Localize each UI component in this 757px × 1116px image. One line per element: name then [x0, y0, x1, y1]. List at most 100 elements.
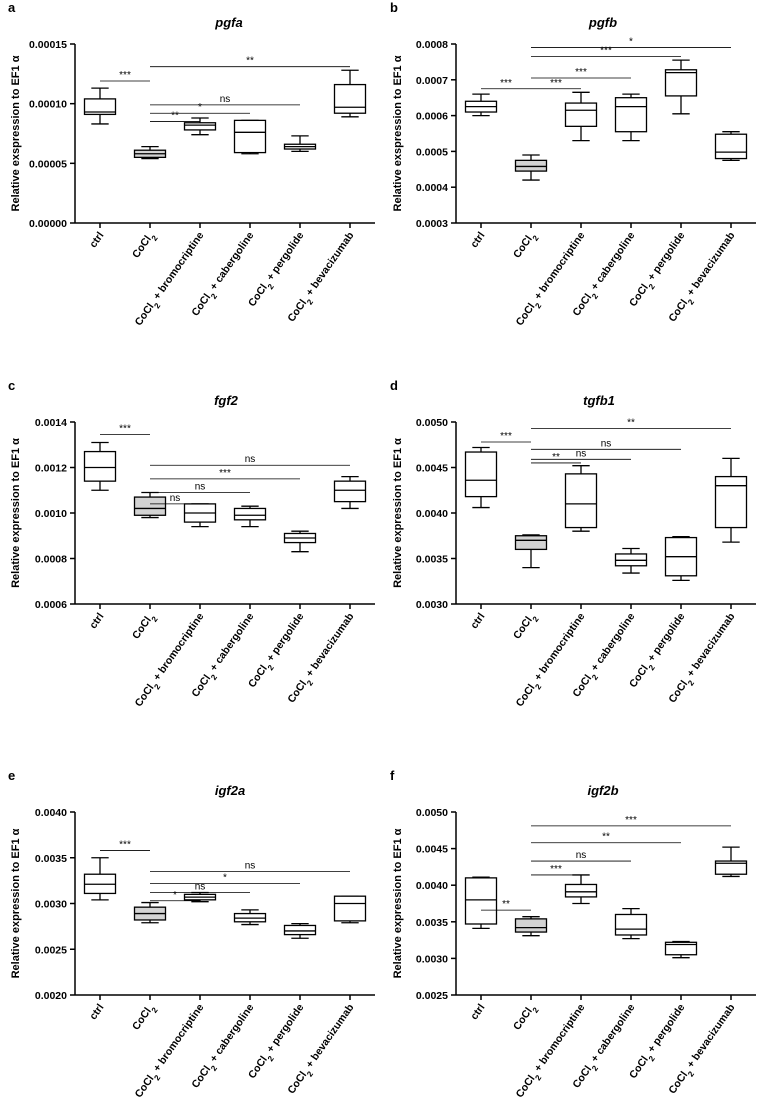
panel-letter: e — [8, 768, 15, 783]
significance-label: *** — [500, 78, 512, 89]
y-tick-label: 0.0040 — [35, 807, 67, 819]
y-tick-label: 0.00000 — [29, 218, 67, 230]
chart-title: pgfb — [588, 15, 617, 30]
box-1 — [133, 145, 167, 160]
box-iqr — [664, 69, 698, 97]
significance-bar: *** — [100, 70, 150, 82]
box-0 — [464, 876, 498, 930]
significance-bar: ns — [150, 882, 250, 893]
x-tick-label: ctrl — [468, 611, 487, 631]
significance-label: ns — [195, 482, 206, 493]
box-iqr — [464, 877, 498, 925]
chart-title: igf2b — [587, 783, 618, 798]
y-tick-label: 0.0040 — [416, 508, 448, 520]
panel-letter: b — [390, 0, 398, 15]
significance-label: * — [223, 872, 227, 883]
y-tick-label: 0.0030 — [416, 953, 448, 965]
significance-label: ns — [220, 94, 231, 105]
y-axis-label: Relative expression to EF1 α — [10, 438, 22, 588]
box-2 — [564, 91, 598, 142]
chart-title: igf2a — [215, 783, 245, 798]
box-iqr — [564, 102, 598, 127]
significance-label: * — [198, 102, 202, 113]
y-tick-label: 0.0014 — [35, 417, 67, 429]
significance-label: *** — [600, 46, 612, 57]
box-1 — [514, 154, 548, 181]
significance-label: ns — [576, 448, 587, 459]
box-4 — [283, 922, 317, 939]
panel-a: a pgfa Relative exspression to EF1 α 0.0000… — [8, 0, 375, 328]
significance-bar: ** — [531, 832, 681, 844]
box-iqr — [233, 119, 267, 154]
panel-d: d tgfb1 Relative expression to EF1 α 0.0030… — [390, 378, 756, 709]
significance-bar: * — [150, 102, 250, 114]
significance-label: *** — [550, 864, 562, 875]
significance-label: ns — [601, 438, 612, 449]
panel-f: f igf2b Relative expression to EF1 α 0.0025… — [390, 768, 756, 1100]
box-iqr — [714, 133, 748, 160]
significance-label: ns — [576, 850, 587, 861]
box-iqr — [664, 941, 698, 956]
x-tick-label: ctrl — [87, 230, 106, 250]
significance-label: ns — [245, 860, 256, 871]
significance-label: *** — [119, 839, 131, 850]
box-2 — [183, 891, 217, 903]
box-iqr — [714, 860, 748, 875]
significance-bar: ** — [531, 452, 581, 464]
x-tick-label: CoCl2 — [511, 1001, 541, 1034]
significance-bar: *** — [531, 78, 581, 90]
significance-label: *** — [500, 431, 512, 442]
box-iqr — [133, 496, 167, 516]
box-4 — [664, 59, 698, 115]
x-tick-label: CoCl2 — [511, 610, 541, 643]
significance-bar: *** — [481, 78, 531, 90]
significance-bar: *** — [150, 468, 300, 480]
box-0 — [83, 87, 117, 125]
significance-label: * — [629, 37, 633, 48]
box-iqr — [714, 475, 748, 529]
box-2 — [564, 874, 598, 905]
box-1 — [133, 491, 167, 519]
box-5 — [333, 69, 367, 118]
y-tick-label: 0.00015 — [29, 39, 67, 51]
y-tick-label: 0.0050 — [416, 807, 448, 819]
y-axis-label: Relative expression to EF1 α — [10, 828, 22, 978]
significance-bar: ns — [150, 454, 350, 466]
box-3 — [614, 93, 648, 142]
y-tick-label: 0.0008 — [35, 554, 67, 566]
y-tick-label: 0.0005 — [416, 146, 448, 158]
box-iqr — [514, 535, 548, 551]
y-tick-label: 0.0030 — [416, 599, 448, 611]
box-iqr — [333, 895, 367, 922]
y-tick-label: 0.0008 — [416, 39, 448, 51]
y-tick-label: 0.0040 — [416, 880, 448, 892]
significance-label: *** — [119, 424, 131, 435]
x-tick-label: ctrl — [87, 1002, 106, 1022]
box-0 — [464, 93, 498, 117]
y-tick-label: 0.0035 — [416, 554, 448, 566]
significance-bar: ns — [531, 438, 681, 450]
panel-letter: a — [8, 0, 16, 15]
y-tick-label: 0.0045 — [416, 844, 448, 856]
box-3 — [233, 505, 267, 528]
box-1 — [133, 901, 167, 924]
box-2 — [183, 117, 217, 136]
significance-label: ** — [552, 452, 560, 463]
y-tick-label: 0.0035 — [35, 853, 67, 865]
box-iqr — [514, 918, 548, 933]
y-tick-label: 0.0004 — [416, 182, 448, 194]
box-2 — [183, 503, 217, 528]
x-tick-label: ctrl — [468, 230, 487, 250]
box-3 — [614, 547, 648, 574]
panel-e: e igf2a Relative expression to EF1 α 0.0020… — [8, 768, 375, 1100]
significance-bar: ns — [150, 94, 300, 106]
significance-bar: *** — [531, 46, 681, 57]
significance-bar: *** — [531, 864, 581, 876]
panel-c: c fgf2 Relative expression to EF1 α 0.0006 0… — [8, 378, 375, 709]
significance-label: ns — [195, 882, 206, 893]
significance-label: ** — [627, 417, 635, 428]
box-5 — [333, 475, 367, 510]
significance-label: ** — [246, 56, 254, 67]
